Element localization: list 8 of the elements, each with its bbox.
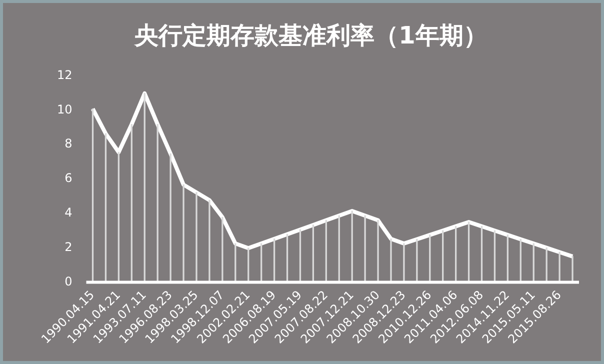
y-tick-label: 0 [64, 274, 72, 288]
chart-title: 央行定期存款基准利率（1年期） [134, 22, 488, 50]
y-tick-label: 10 [56, 102, 72, 116]
y-tick-label: 8 [64, 136, 72, 151]
y-tick-label: 4 [64, 206, 72, 220]
y-tick-label: 2 [64, 240, 72, 254]
y-tick-label: 6 [64, 171, 72, 186]
y-tick-label: 12 [56, 68, 72, 82]
